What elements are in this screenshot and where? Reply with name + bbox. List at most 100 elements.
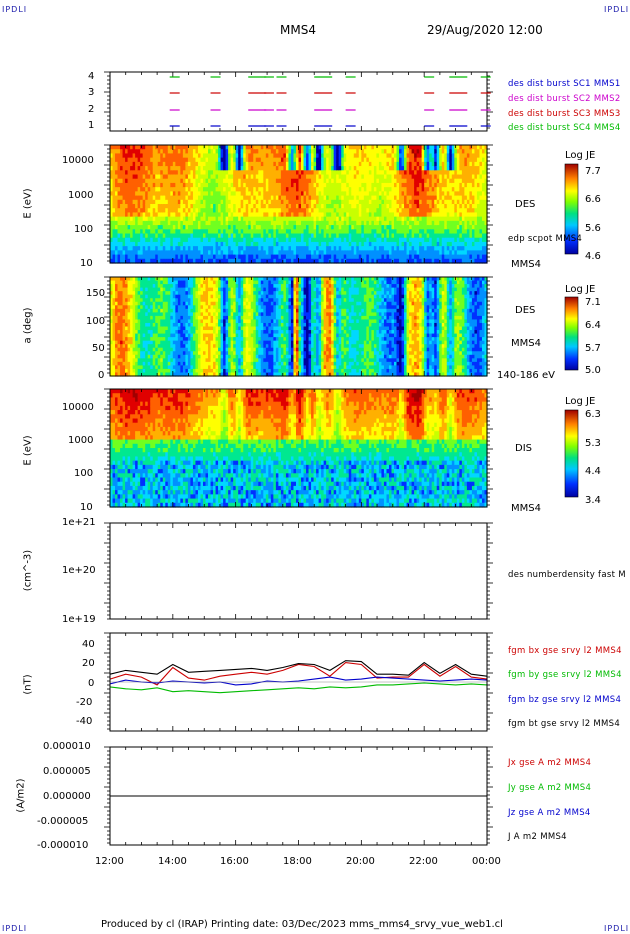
spectrogram-cell — [363, 229, 367, 235]
spectrogram-cell — [112, 170, 116, 176]
spectrogram-cell — [250, 258, 254, 264]
spectrogram-cell — [456, 174, 460, 180]
spectrogram-cell — [147, 191, 151, 197]
spectrogram-cell — [115, 308, 119, 313]
spectrogram-cell — [268, 170, 272, 176]
spectrogram-cell — [421, 195, 425, 201]
spectrogram-cell — [230, 182, 234, 188]
spectrogram-cell — [213, 178, 217, 184]
spectrogram-cell — [391, 182, 395, 188]
spectrogram-cell — [434, 170, 438, 176]
spectrogram-cell — [192, 170, 197, 176]
spectrogram-cell — [333, 178, 337, 184]
spectrogram-cell — [298, 237, 302, 243]
spectrogram-cell — [130, 250, 134, 256]
spectrogram-cell — [346, 170, 350, 176]
spectrogram-cell — [162, 301, 166, 306]
spectrogram-cell — [152, 254, 156, 260]
spectrogram-cell — [311, 166, 315, 171]
spectrogram-cell — [399, 208, 403, 214]
spectrogram-cell — [273, 225, 277, 230]
spectrogram-cell — [388, 191, 393, 197]
spectrogram-cell — [469, 241, 473, 247]
spectrogram-cell — [461, 187, 465, 192]
spectrogram-cell — [459, 191, 463, 197]
spectrogram-cell — [170, 330, 174, 335]
spectrogram-cell — [238, 166, 242, 171]
spectrogram-cell — [218, 220, 222, 226]
spectrogram-cell — [471, 254, 476, 260]
spectrogram-cell — [155, 308, 159, 313]
spectrogram-cell — [378, 166, 383, 171]
spectrogram-cell — [235, 145, 239, 150]
spectrogram-cell — [303, 250, 307, 256]
spectrogram-cell — [162, 258, 166, 264]
spectrogram-cell — [255, 212, 259, 218]
spectrogram-cell — [223, 153, 227, 159]
spectrogram-cell — [152, 195, 156, 201]
spectrogram-cell — [170, 199, 174, 205]
spectrogram-cell — [416, 229, 420, 235]
spectrogram-cell — [233, 225, 237, 230]
spectrogram-cell — [125, 312, 129, 317]
spectrogram-cell — [451, 220, 455, 226]
spectrogram-cell — [449, 237, 453, 243]
spectrogram-cell — [147, 216, 151, 222]
spectrogram-cell — [110, 347, 114, 352]
spectrogram-cell — [140, 298, 144, 303]
spectrogram-cell — [142, 358, 146, 363]
spectrogram-cell — [117, 157, 121, 163]
spectrogram-cell — [177, 254, 181, 260]
spectrogram-cell — [461, 258, 465, 264]
spectrogram-cell — [235, 258, 239, 264]
spectrogram-cell — [238, 229, 242, 235]
spectrogram-cell — [255, 220, 259, 226]
spectrogram-cell — [328, 246, 332, 251]
spectrogram-cell — [167, 358, 171, 363]
spectrogram-cell — [446, 246, 450, 251]
spectrogram-cell — [187, 182, 192, 188]
spectrogram-cell — [414, 233, 418, 239]
spectrogram-cell — [117, 301, 121, 306]
spectrogram-cell — [135, 322, 139, 328]
spectrogram-cell — [260, 237, 264, 243]
spectrogram-cell — [301, 182, 305, 188]
spectrogram-cell — [386, 182, 390, 188]
spectrogram-cell — [308, 237, 312, 243]
spectrogram-cell — [285, 258, 290, 264]
spectrogram-cell — [112, 250, 116, 256]
spectrogram-cell — [469, 254, 473, 260]
spectrogram-cell — [346, 258, 350, 264]
spectrogram-cell — [243, 145, 247, 150]
spectrogram-cell — [172, 365, 176, 370]
spectrogram-cell — [426, 246, 430, 251]
spectrogram-cell — [213, 208, 217, 214]
spectrogram-cell — [260, 216, 264, 222]
spectrogram-cell — [235, 157, 239, 163]
spectrogram-cell — [258, 178, 262, 184]
spectrogram-cell — [120, 191, 124, 197]
spectrogram-cell — [268, 246, 272, 251]
spectrogram-cell — [145, 254, 149, 260]
spectrogram-cell — [306, 237, 310, 243]
spectrogram-cell — [115, 284, 119, 289]
spectrogram-cell — [170, 298, 174, 303]
spectrogram-cell — [110, 174, 114, 180]
spectrogram-cell — [147, 333, 151, 338]
spectrogram-cell — [175, 246, 179, 251]
spectrogram-cell — [295, 187, 300, 192]
spectrogram-cell — [145, 216, 149, 222]
spectrogram-cell — [331, 187, 335, 192]
spectrogram-cell — [213, 216, 217, 222]
spectrogram-cell — [132, 351, 136, 356]
spectrogram-cell — [341, 225, 345, 230]
spectrogram-cell — [290, 233, 295, 239]
spectrogram-cell — [218, 166, 222, 171]
spectrogram-cell — [451, 149, 455, 155]
spectrogram-cell — [336, 250, 340, 256]
spectrogram-cell — [454, 195, 458, 201]
spectrogram-cell — [170, 204, 174, 209]
spectrogram-cell — [230, 212, 234, 218]
spectrogram-cell — [469, 191, 473, 197]
spectrogram-cell — [167, 233, 171, 239]
